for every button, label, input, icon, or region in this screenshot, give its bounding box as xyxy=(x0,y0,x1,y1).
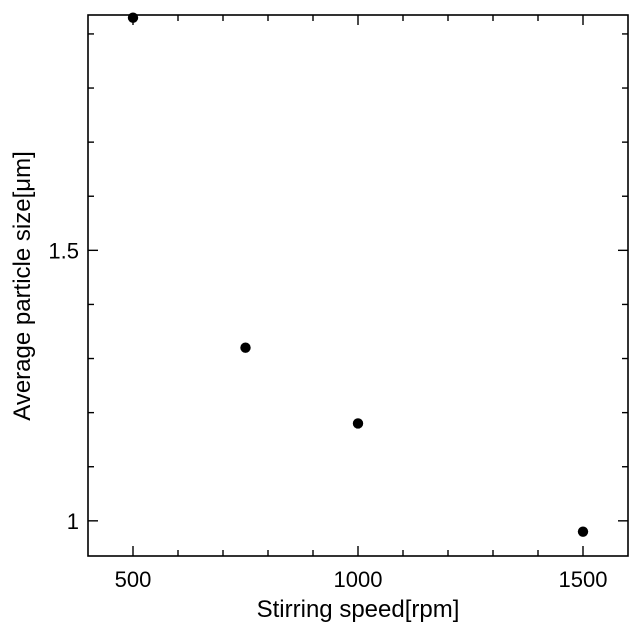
x-tick-label: 1000 xyxy=(334,567,383,592)
x-tick-label: 500 xyxy=(115,567,152,592)
data-points xyxy=(127,12,589,537)
axis-ticks xyxy=(88,15,628,556)
y-tick-label: 1.5 xyxy=(48,238,79,263)
y-tick-label: 1 xyxy=(67,509,79,534)
y-axis-title: Average particle size[μm] xyxy=(9,151,36,421)
plot-frame xyxy=(87,14,629,557)
x-tick-label: 1500 xyxy=(559,567,608,592)
data-point xyxy=(240,342,251,353)
data-point xyxy=(577,526,589,537)
axis-tick-labels: 500 1000 1500 1 1.5 xyxy=(48,238,607,592)
data-point xyxy=(352,418,364,429)
x-axis-title: Stirring speed[rpm] xyxy=(257,596,460,623)
data-point xyxy=(127,12,139,23)
